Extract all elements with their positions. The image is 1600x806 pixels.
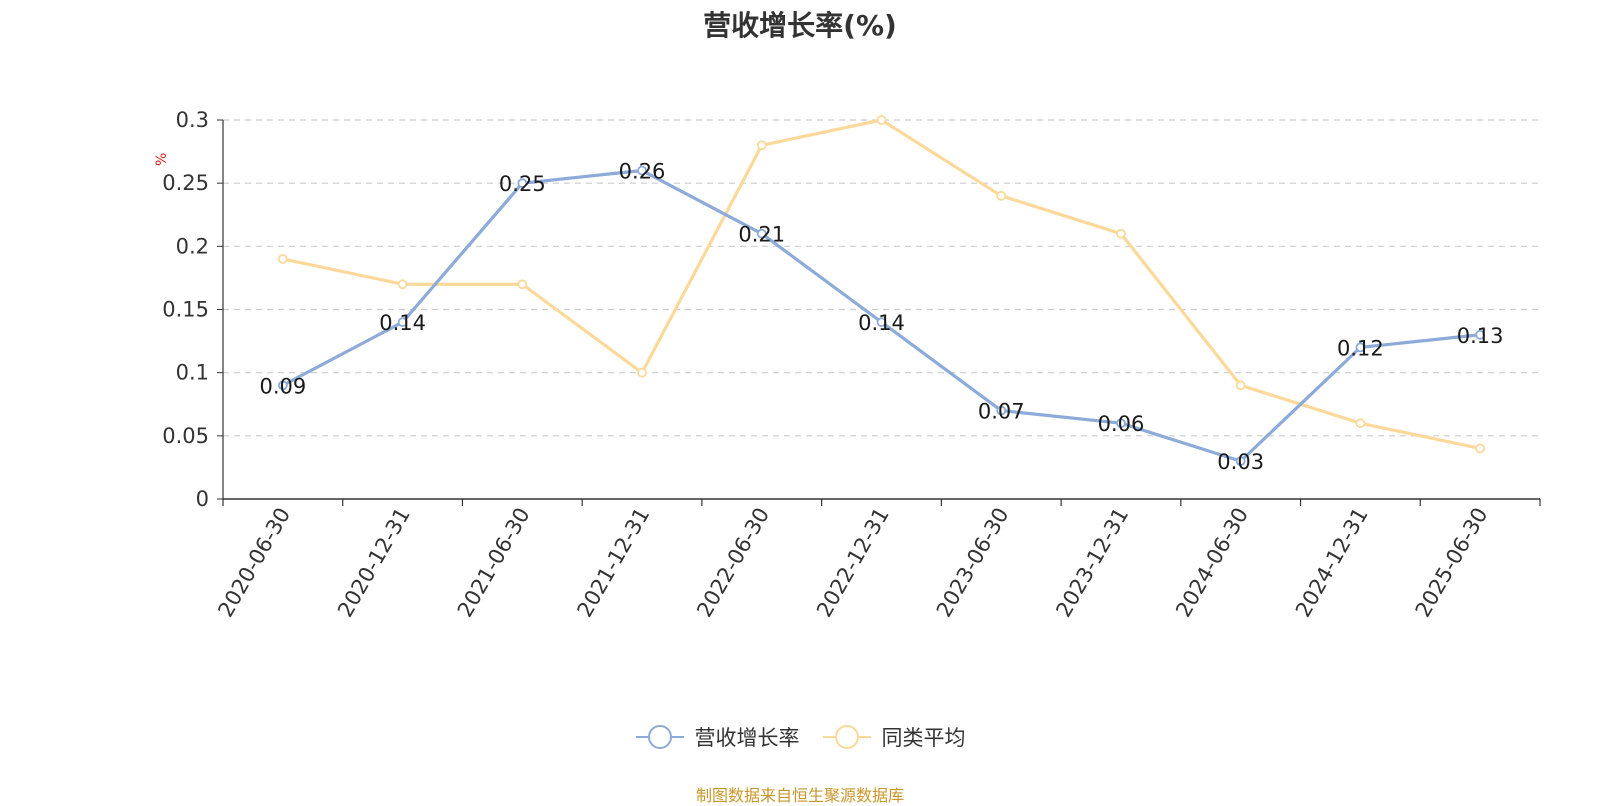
- x-tick-label: 2022-12-31: [812, 504, 894, 622]
- data-labels: 0.09 0.14 0.25 0.26 0.21 0.14 0.07 0.06 0.03 0.12…: [259, 160, 1503, 475]
- series-2-point: [277, 254, 288, 264]
- x-tick-label: 2023-12-31: [1051, 504, 1133, 622]
- x-tick-label: 2020-12-31: [333, 504, 415, 622]
- series-2-point: [1355, 418, 1366, 429]
- series-1-point: [1116, 418, 1126, 429]
- x-tick-label: 2021-12-31: [573, 504, 655, 622]
- x-tick-label: 2024-12-31: [1291, 504, 1373, 622]
- series-1-point: [517, 178, 528, 189]
- series-1-point: [637, 165, 647, 176]
- legend-marker-series-1: [635, 725, 684, 749]
- series-1-data-label: 0.07: [978, 400, 1025, 424]
- x-tick-label: 2024-06-30: [1171, 504, 1253, 622]
- y-tick-label: 0.05: [162, 424, 209, 448]
- y-tick-label: 0.3: [176, 108, 209, 132]
- series-1-data-label: 0.06: [1098, 412, 1145, 436]
- y-tick-label: 0.2: [176, 234, 209, 258]
- series-2-point: [517, 279, 528, 290]
- series-2-point: [637, 367, 647, 378]
- y-axis-unit: %: [154, 153, 170, 166]
- y-tick-label: 0.25: [162, 171, 209, 195]
- series-1-data-label: 0.26: [619, 160, 666, 184]
- legend-item-series-1[interactable]: 营收增长率: [635, 722, 800, 752]
- legend-marker-series-2: [822, 725, 871, 749]
- series-1-data-label: 0.13: [1457, 324, 1504, 348]
- x-tick-label: 2023-06-30: [932, 504, 1014, 622]
- series-1-point: [1355, 342, 1366, 353]
- legend: 营收增长率 同类平均: [0, 722, 1600, 752]
- series-lines: [277, 115, 1486, 467]
- series-1-point: [1235, 456, 1246, 467]
- legend-label-series-2: 同类平均: [881, 726, 966, 750]
- series-1-data-label: 0.21: [738, 223, 785, 247]
- series-1-data-label: 0.09: [259, 374, 306, 398]
- series-1-point: [876, 317, 887, 328]
- legend-item-series-2[interactable]: 同类平均: [822, 722, 966, 752]
- series-2-point: [756, 140, 767, 151]
- series-1-point: [1475, 329, 1486, 340]
- series-1-data-label: 0.14: [379, 311, 426, 335]
- series-2-point: [1116, 228, 1126, 239]
- chart-title: 营收增长率(%): [703, 9, 897, 42]
- x-tick-label: 2021-06-30: [453, 504, 535, 622]
- series-1-data-label: 0.25: [499, 172, 546, 196]
- series-2-point: [876, 115, 887, 125]
- series-2-point: [397, 279, 408, 290]
- series-line-2: [282, 118, 1481, 451]
- series-2-point: [1235, 380, 1246, 391]
- x-tick-label: 2020-06-30: [213, 504, 295, 622]
- series-2-point: [996, 190, 1007, 201]
- series-2-point: [1475, 443, 1486, 454]
- legend-label-series-1: 营收增长率: [694, 726, 800, 750]
- grid-lines: [223, 119, 1540, 437]
- series-1-point: [996, 405, 1007, 416]
- y-tick-label: 0.15: [162, 298, 209, 322]
- series-1-point: [397, 317, 408, 328]
- series-1-data-label: 0.14: [858, 311, 905, 335]
- series-1-data-label: 0.03: [1217, 450, 1264, 474]
- series-1-data-label: 0.12: [1337, 336, 1384, 360]
- series-1-point: [277, 380, 288, 391]
- x-tick-label: 2022-06-30: [692, 504, 774, 622]
- y-tick-label: 0.1: [176, 361, 209, 385]
- axes: 0 0.05 0.1 0.15 0.2 0.25 0.3 2020-06-30 2020-12-…: [162, 108, 1541, 622]
- x-tick-label: 2025-06-30: [1411, 504, 1493, 622]
- y-tick-label: 0: [196, 487, 209, 511]
- source-note: 制图数据来自恒生聚源数据库: [695, 786, 904, 805]
- series-1-point: [756, 228, 767, 239]
